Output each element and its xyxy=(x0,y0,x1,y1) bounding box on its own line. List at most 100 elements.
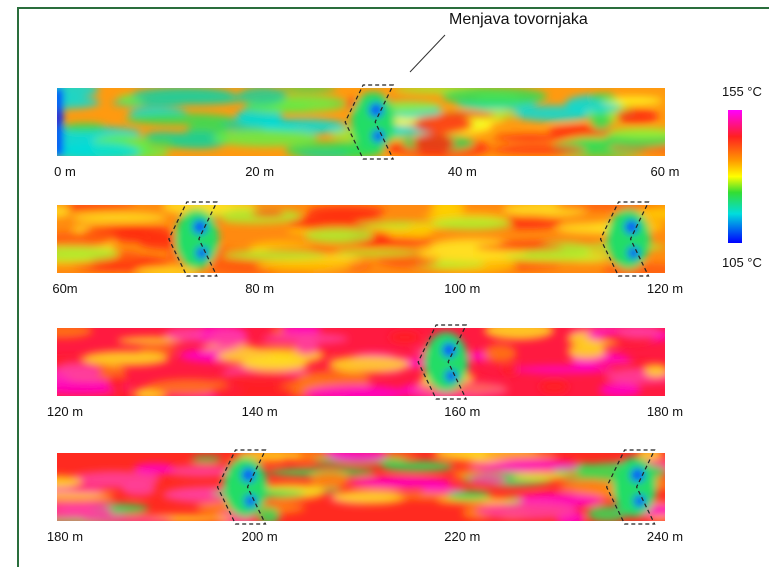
heat-patch xyxy=(388,257,416,267)
heat-patch xyxy=(215,373,300,386)
heat-patch xyxy=(251,210,285,217)
heat-patch xyxy=(71,212,166,223)
heat-patch xyxy=(132,86,234,103)
heat-patch xyxy=(125,113,234,125)
heat-patch xyxy=(90,225,169,234)
thermal-strip xyxy=(14,80,713,161)
heat-patch xyxy=(487,459,580,471)
heat-patch xyxy=(329,449,388,463)
heat-patch xyxy=(489,145,586,154)
heat-patch xyxy=(21,492,115,499)
heat-patch xyxy=(304,228,374,243)
heat-patch xyxy=(53,88,63,156)
distance-label: 20 m xyxy=(245,164,274,179)
heat-patch xyxy=(606,369,677,384)
heat-patch xyxy=(589,93,616,101)
heat-patch xyxy=(413,134,455,153)
colorbar xyxy=(728,110,742,243)
heat-patch xyxy=(567,344,606,359)
heat-patch xyxy=(431,217,512,230)
distance-label: 40 m xyxy=(448,164,477,179)
heat-patch xyxy=(19,246,119,261)
heat-patch xyxy=(512,472,568,480)
heat-patch xyxy=(304,385,405,402)
heat-patch xyxy=(82,351,169,366)
distance-label: 120 m xyxy=(47,404,83,419)
heat-patch xyxy=(262,334,349,344)
heat-patch xyxy=(381,461,454,472)
heat-patch xyxy=(196,247,208,259)
heat-patch xyxy=(424,332,468,392)
heat-patch xyxy=(41,203,137,211)
heat-patch xyxy=(32,323,92,338)
heat-patch xyxy=(484,321,554,340)
distance-label: 60m xyxy=(52,281,77,296)
heat-patch xyxy=(63,123,106,132)
heat-patch xyxy=(211,384,295,400)
heat-patch xyxy=(645,365,668,377)
heat-patch xyxy=(144,132,180,140)
heat-patch xyxy=(81,516,174,525)
heat-patch xyxy=(223,251,327,260)
heat-patch xyxy=(599,383,641,397)
distance-label: 160 m xyxy=(444,404,480,419)
heat-patch xyxy=(297,151,349,158)
figure: 0 m20 m40 m60 m60m80 m100 m120 m120 m140… xyxy=(0,0,769,567)
heat-patch xyxy=(483,450,557,459)
distance-label: 80 m xyxy=(245,281,274,296)
heat-patch xyxy=(308,205,385,217)
heat-patch xyxy=(239,86,287,105)
heat-patch xyxy=(42,142,140,161)
heat-patch xyxy=(256,259,353,271)
heat-patch xyxy=(244,495,256,507)
heat-patch xyxy=(175,209,219,269)
heat-patch xyxy=(332,490,408,504)
distance-label: 180 m xyxy=(647,404,683,419)
heat-patch xyxy=(606,128,677,139)
heat-patch xyxy=(330,250,421,256)
heat-patch xyxy=(447,490,491,500)
heat-patch xyxy=(133,463,175,474)
heat-patch xyxy=(515,366,614,374)
heat-patch xyxy=(212,130,318,147)
distance-label: 120 m xyxy=(647,281,683,296)
heat-patch xyxy=(628,247,640,259)
heat-patch xyxy=(540,380,569,394)
heat-patch xyxy=(484,344,517,362)
strips: 0 m20 m40 m60 m60m80 m100 m120 m120 m140… xyxy=(12,80,713,544)
heat-patch xyxy=(445,370,457,382)
heat-patch xyxy=(413,115,473,133)
heat-patch xyxy=(506,254,612,261)
heat-patch xyxy=(107,375,127,391)
heat-patch xyxy=(607,209,651,269)
heat-patch xyxy=(223,457,267,517)
distance-label: 220 m xyxy=(444,529,480,544)
heat-patch xyxy=(613,457,657,517)
heat-patch xyxy=(475,244,563,250)
heat-patch xyxy=(56,363,99,378)
heat-patch xyxy=(35,476,82,488)
heat-patch xyxy=(389,331,420,343)
distance-label: 240 m xyxy=(647,529,683,544)
heat-patch xyxy=(280,85,337,92)
heat-patch xyxy=(502,202,587,217)
heat-patch xyxy=(442,87,547,106)
colorbar-min: 105 °C xyxy=(722,255,762,270)
thermal-strip xyxy=(12,321,677,403)
heat-patch xyxy=(258,507,280,525)
colorbar-max: 155 °C xyxy=(722,84,762,99)
thermal-strip xyxy=(14,445,694,527)
heat-patch xyxy=(45,204,70,217)
heat-patch xyxy=(591,112,611,131)
heat-patch xyxy=(616,108,658,124)
distance-label: 0 m xyxy=(54,164,76,179)
heat-patch xyxy=(165,327,206,342)
heat-patch xyxy=(493,134,567,141)
heat-patch xyxy=(637,448,663,459)
thermal-strip xyxy=(19,198,694,278)
distance-label: 140 m xyxy=(242,404,278,419)
heat-patch xyxy=(617,325,661,338)
heat-patch xyxy=(469,474,507,485)
heat-patch xyxy=(310,471,348,488)
annotation: Menjava tovornjaka xyxy=(449,11,588,28)
